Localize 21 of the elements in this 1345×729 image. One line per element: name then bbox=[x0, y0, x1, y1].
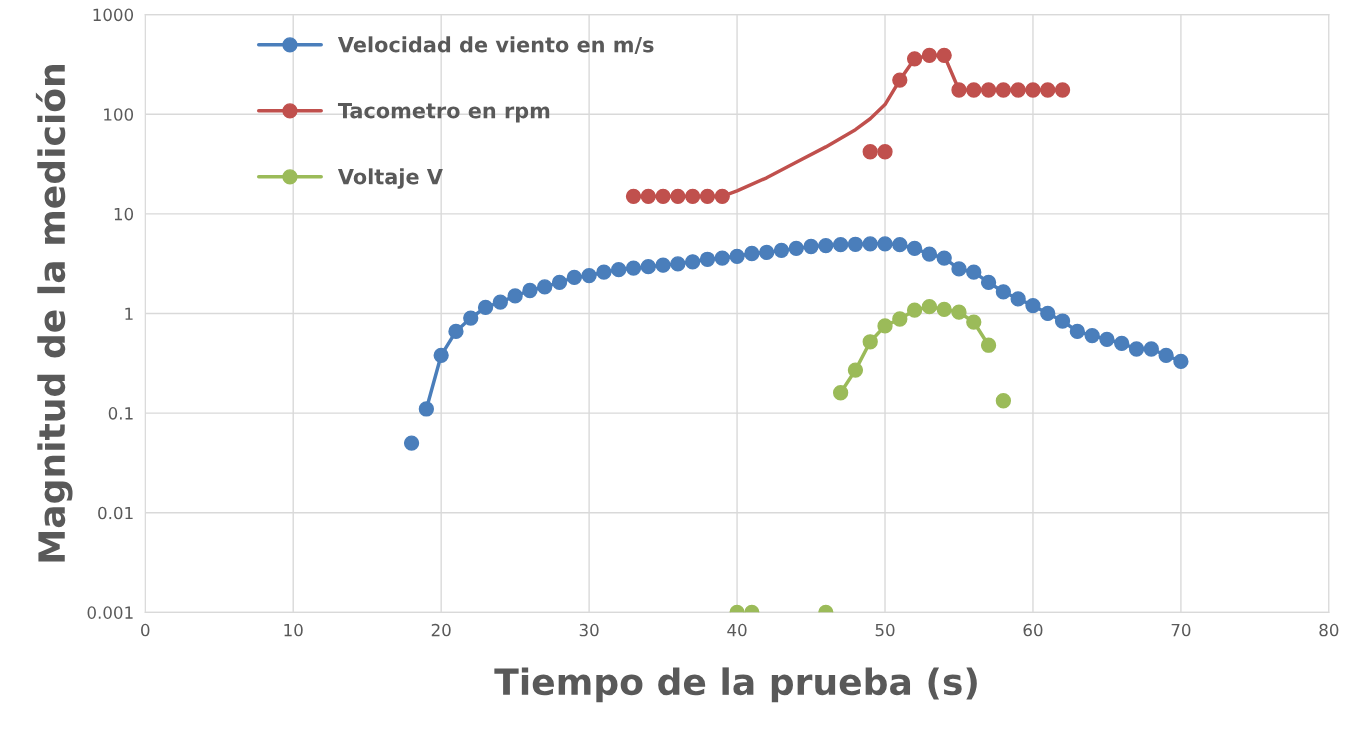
legend-label: Tacometro en rpm bbox=[337, 102, 550, 123]
legend-label: Voltaje V bbox=[337, 168, 443, 189]
x-tick-label: 20 bbox=[431, 623, 451, 637]
y-tick-label: 0.001 bbox=[87, 606, 133, 619]
x-tick-label: 30 bbox=[579, 623, 599, 637]
x-tick-label: 0 bbox=[141, 623, 150, 637]
x-tick-label: 10 bbox=[284, 623, 303, 637]
legend-label: Velocidad de viento en m/s bbox=[337, 36, 654, 55]
y-tick-label: 0.1 bbox=[108, 407, 133, 420]
y-tick-label: 1000 bbox=[93, 8, 134, 22]
y-tick-label: 10 bbox=[114, 207, 134, 221]
x-tick-label: 80 bbox=[1319, 623, 1339, 637]
x-tick-label: 60 bbox=[1023, 623, 1043, 637]
y-axis-title: Magnitud de la medición bbox=[35, 65, 73, 562]
x-axis-title: Tiempo de la prueba (s) bbox=[494, 667, 977, 703]
y-tick-label: 1 bbox=[125, 307, 133, 320]
x-tick-label: 50 bbox=[875, 623, 895, 637]
y-tick-label: 100 bbox=[104, 108, 134, 121]
y-tick-label: 0.01 bbox=[98, 506, 133, 520]
x-tick-label: 40 bbox=[727, 623, 747, 637]
x-tick-label: 70 bbox=[1171, 623, 1191, 637]
